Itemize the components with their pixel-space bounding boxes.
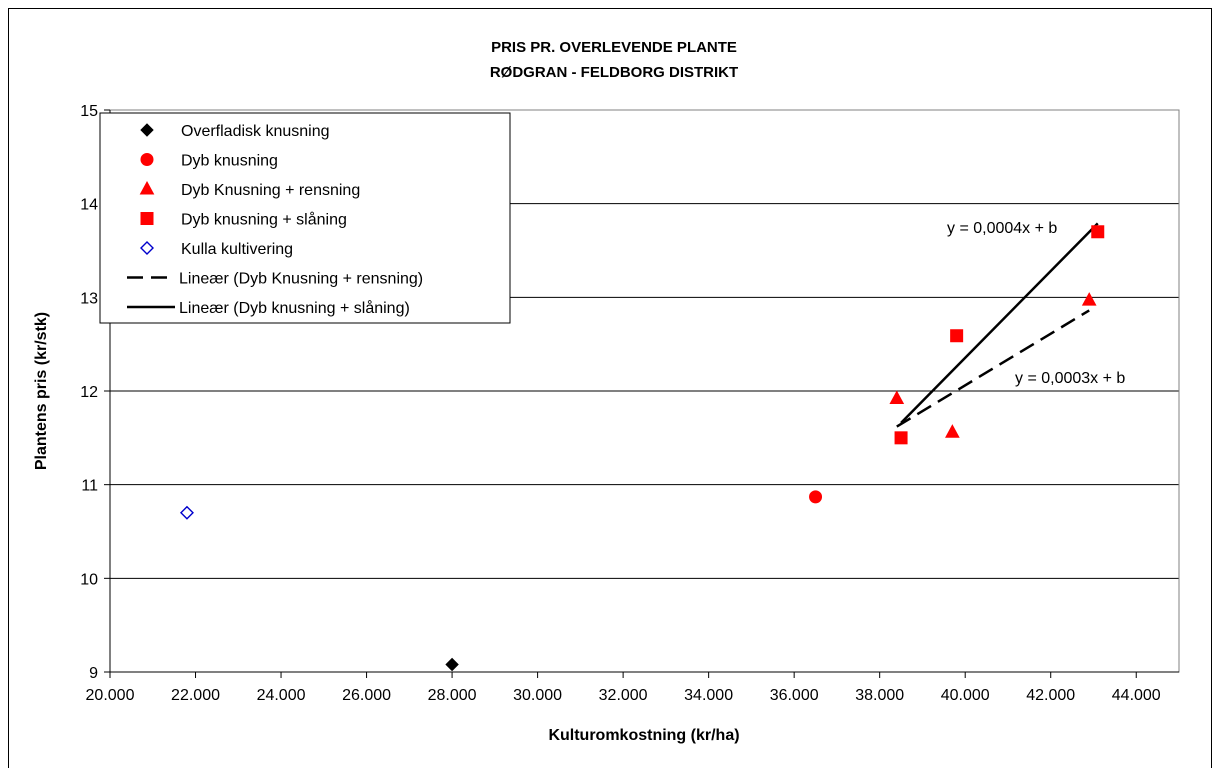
legend-label: Overfladisk knusning [181,123,330,140]
data-point [1081,292,1097,306]
legend-marker [140,212,154,225]
legend-marker [139,180,155,195]
legend-box [99,112,511,324]
legend-marker [140,241,154,255]
y-tick-label: 15 [80,103,98,120]
x-tick-label: 36.000 [770,687,819,704]
data-markers [179,225,1105,672]
y-tick-label: 10 [80,571,98,588]
legend-marker [140,153,154,166]
y-tick-label: 12 [80,384,98,401]
x-tick-label: 44.000 [1112,687,1161,704]
y-tick-label: 13 [80,290,98,307]
legend-label: Lineær (Dyb Knusning + rensning) [179,271,423,288]
data-point [179,505,194,520]
data-point [889,390,905,404]
legend-label: Lineær (Dyb knusning + slåning) [179,299,410,317]
trendline-equations: y = 0,0003x + b y = 0,0004x + b [947,220,1125,387]
chart-frame [8,8,1212,768]
x-tick-label: 20.000 [86,687,135,704]
data-point [950,329,964,343]
data-point [809,490,823,504]
trendline-equation: y = 0,0003x + b [1015,370,1125,387]
data-point [445,657,459,672]
axes: 9 10 11 12 13 14 15 20.000 22.000 24.000 26.000 28.… [80,103,1179,704]
legend-label: Dyb knusning + slåning [181,211,347,229]
trendline [896,309,1090,428]
data-point [894,431,908,445]
legend: Overfladisk knusning Dyb knusning Dyb Knus… [99,112,511,324]
legend-label: Dyb knusning [181,153,278,170]
x-tick-label: 40.000 [941,687,990,704]
x-tick-label: 28.000 [428,687,477,704]
x-tick-label: 42.000 [1026,687,1075,704]
y-tick-label: 14 [80,197,98,214]
trendlines [896,222,1099,428]
y-tick-label: 9 [89,665,98,682]
legend-marker [140,123,154,137]
y-tick-label: 11 [81,478,98,495]
legend-label: Kulla kultivering [181,241,293,258]
trendline-equation: y = 0,0004x + b [947,220,1057,237]
x-tick-label: 26.000 [342,687,391,704]
x-tick-label: 30.000 [513,687,562,704]
trendline [900,222,1099,424]
x-tick-label: 32.000 [599,687,648,704]
x-tick-label: 38.000 [855,687,904,704]
data-point [945,424,960,438]
x-tick-label: 24.000 [257,687,306,704]
chart-title: PRIS PR. OVERLEVENDE PLANTE [491,39,737,56]
data-point [1091,225,1105,239]
y-axis-title: Plantens pris (kr/stk) [33,312,50,470]
chart-subtitle: RØDGRAN - FELDBORG DISTRIKT [490,64,738,81]
x-tick-label: 34.000 [684,687,733,704]
legend-label: Dyb Knusning + rensning [181,182,360,199]
x-tick-label: 22.000 [171,687,220,704]
x-axis-title: Kulturomkostning (kr/ha) [548,727,739,744]
